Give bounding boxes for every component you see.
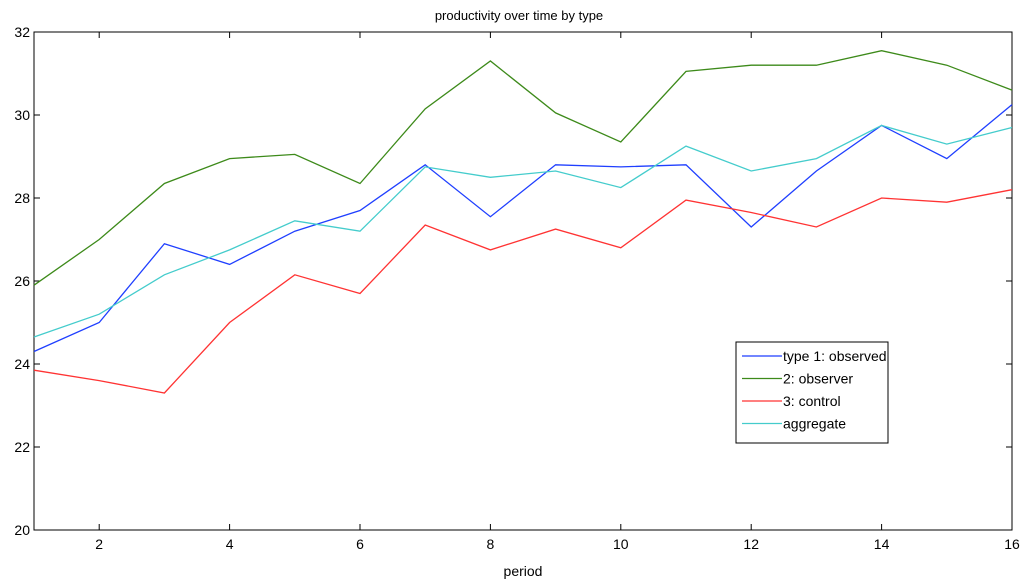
legend-label-2: 2: observer	[783, 371, 853, 387]
x-axis-label: period	[504, 563, 543, 579]
x-axis: 2 4 6 8 10 12 14 16	[95, 32, 1020, 552]
y-tick-label: 30	[14, 107, 30, 123]
x-tick-label: 10	[613, 536, 629, 552]
x-tick-label: 2	[95, 536, 103, 552]
y-tick-label: 28	[14, 190, 30, 206]
x-tick-label: 14	[874, 536, 890, 552]
series-line-1	[33, 104, 1013, 353]
legend-label-3: 3: control	[783, 393, 841, 409]
x-tick-label: 8	[487, 536, 495, 552]
x-tick-label: 12	[743, 536, 759, 552]
x-tick-label: 4	[226, 536, 234, 552]
legend-label-4: aggregate	[783, 416, 846, 432]
y-axis: 20 22 24 26 28 30 32	[14, 24, 1012, 538]
y-tick-label: 32	[14, 24, 30, 40]
chart-title: productivity over time by type	[435, 8, 603, 23]
y-tick-label: 20	[14, 522, 30, 538]
y-tick-label: 24	[14, 356, 30, 372]
legend-box	[735, 341, 889, 444]
legend: type 1: observed 2: observer 3: control agg…	[735, 341, 889, 444]
x-tick-label: 6	[356, 536, 364, 552]
legend-label-1: type 1: observed	[783, 348, 887, 364]
series-line-3	[33, 189, 1013, 394]
series-lines	[33, 50, 1013, 394]
plot-area	[33, 31, 1013, 531]
y-tick-label: 26	[14, 273, 30, 289]
x-tick-label: 16	[1004, 536, 1020, 552]
series-line-2	[33, 50, 1013, 286]
series-line-4	[33, 124, 1013, 338]
y-tick-label: 22	[14, 439, 30, 455]
